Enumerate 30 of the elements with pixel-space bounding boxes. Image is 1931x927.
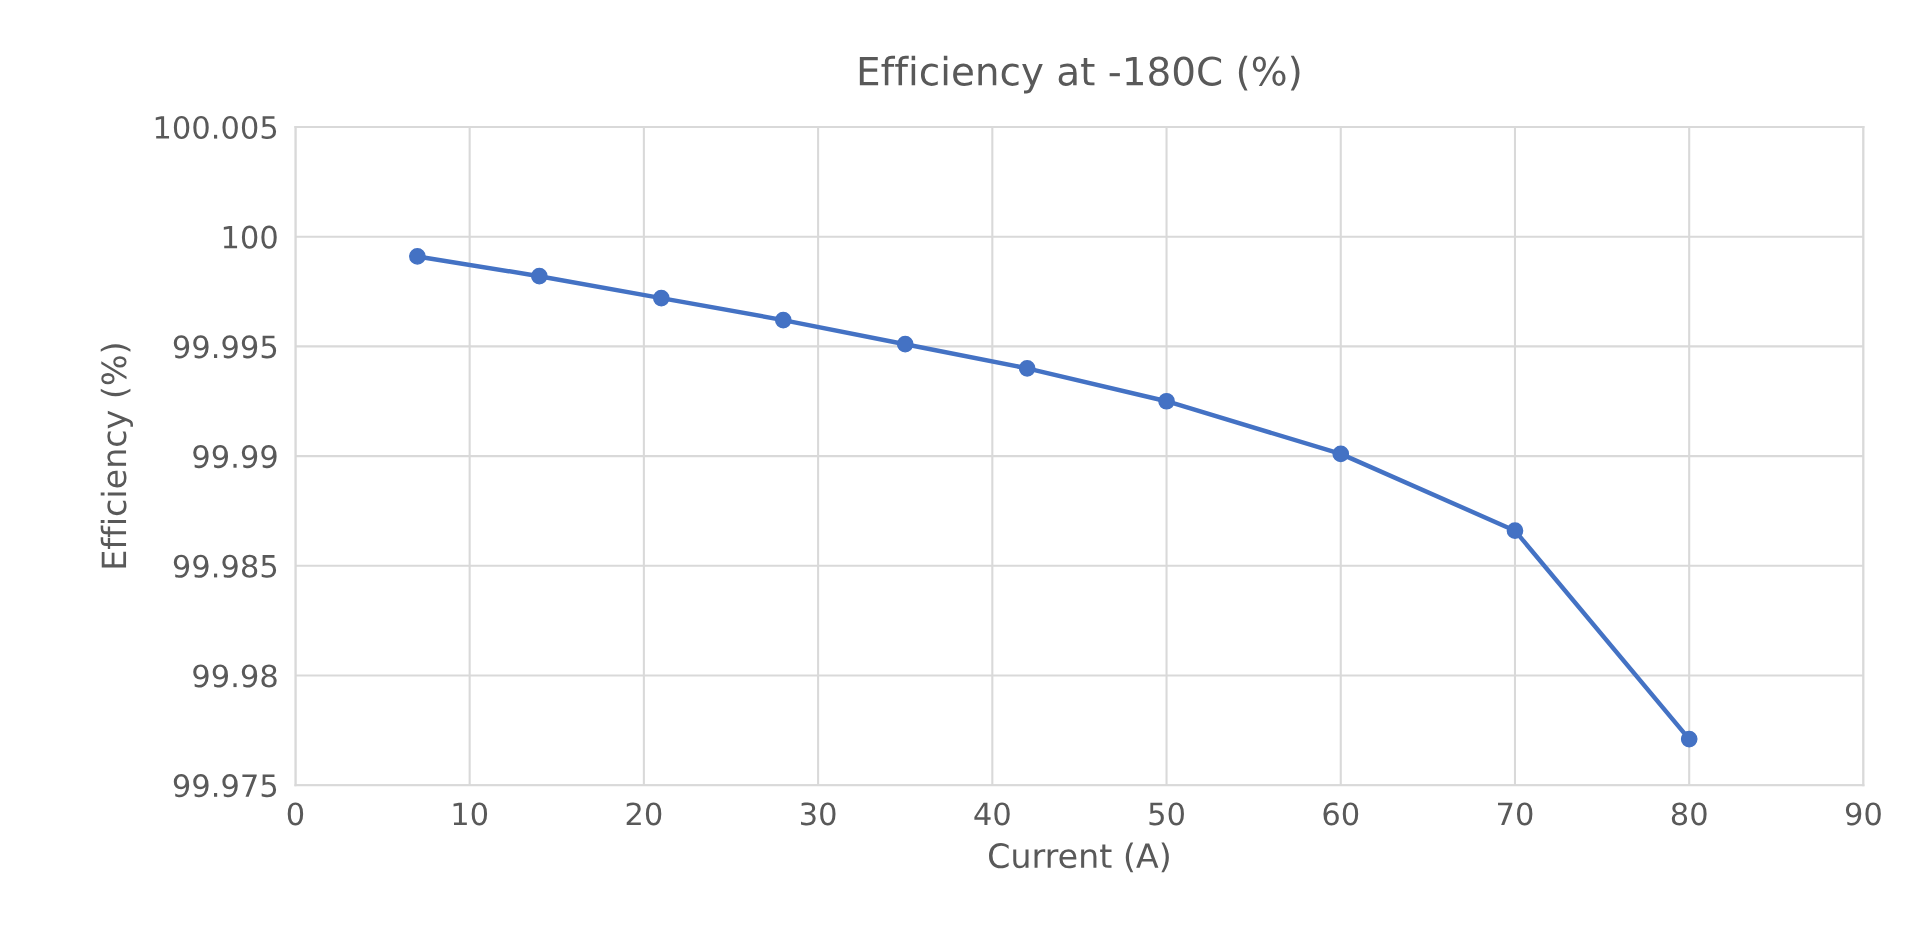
point [896,335,914,353]
x-tick-label: 30 [800,802,836,826]
point [774,311,792,329]
y-tick-label: 100 [223,225,277,249]
x-tick-label: 10 [453,802,488,826]
y-tick-label: 99.975 [173,774,277,798]
x-tick-label: 50 [1149,802,1184,826]
x-tick-label: 70 [1498,802,1533,826]
point [1018,359,1036,377]
x-tick-label: 40 [974,802,1010,826]
x-tick-label: 80 [1671,802,1707,826]
x-tick-label: 20 [626,802,662,826]
x-tick-label: 60 [1323,802,1359,826]
point [1506,522,1524,540]
x-axis-title: Current (A) [989,842,1169,873]
y-tick-label: 99.99 [193,445,277,469]
point [1680,730,1698,748]
x-tick-label: 90 [1845,802,1881,826]
y-tick-label: 99.985 [173,554,277,578]
y-axis-title: Efficiency (%) [100,344,133,568]
point [652,289,670,307]
point [1332,445,1350,463]
point [531,267,548,285]
y-tick-label: 99.98 [193,664,277,688]
chart-title: Efficiency at -180C (%) [859,55,1300,94]
y-tick-label: 100.005 [155,115,277,140]
point [1158,392,1175,410]
point [409,248,426,265]
y-tick-label: 99.995 [173,335,277,359]
x-tick-label: 0 [287,802,304,826]
